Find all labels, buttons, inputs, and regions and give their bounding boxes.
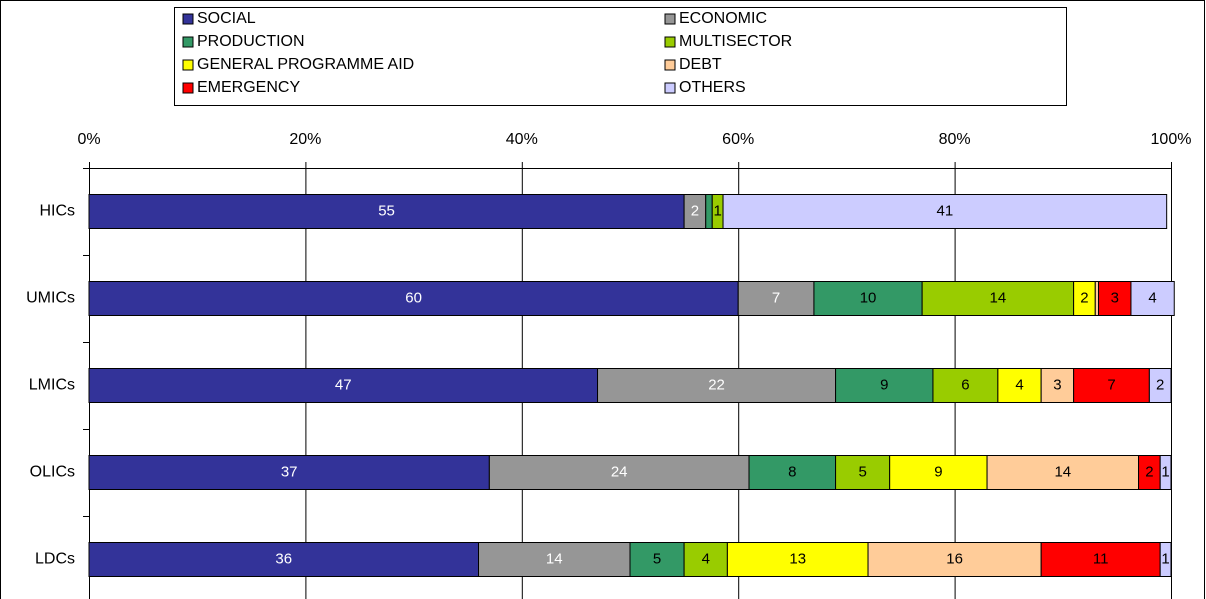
data-label: 13	[789, 550, 806, 567]
legend-label: ECONOMIC	[679, 10, 767, 27]
data-label: 3	[1053, 376, 1061, 393]
legend-swatch	[664, 82, 676, 94]
data-label: 6	[961, 376, 969, 393]
bar-segment	[1130, 281, 1175, 316]
x-tick-label: 0%	[77, 131, 100, 148]
bar-segment	[921, 281, 1075, 316]
bar-segment	[932, 368, 999, 403]
data-label: 16	[946, 550, 963, 567]
data-label: 2	[1145, 463, 1153, 480]
legend-label: PRODUCTION	[197, 33, 305, 50]
bar-segment	[88, 281, 739, 316]
data-label: 37	[281, 463, 298, 480]
legend-swatch	[664, 59, 676, 71]
data-label: 2	[691, 202, 699, 219]
data-label: 5	[653, 550, 661, 567]
data-label: 9	[934, 463, 942, 480]
bar-segment	[88, 194, 685, 229]
data-label: 14	[1054, 463, 1071, 480]
bar-segment	[722, 194, 1168, 229]
bar-segment	[705, 194, 713, 229]
legend-label: DEBT	[679, 56, 722, 73]
data-label: 4	[1148, 289, 1156, 306]
bar-segment	[478, 542, 631, 577]
legend-box	[174, 7, 1067, 106]
bar-segment	[737, 281, 815, 316]
legend-label: EMERGENCY	[197, 79, 300, 96]
data-label: 1	[713, 202, 721, 219]
bar-segment	[88, 455, 490, 490]
bar-segment	[1159, 455, 1172, 490]
y-tick-label: UMICs	[26, 290, 75, 307]
data-label: 14	[990, 289, 1007, 306]
bar-segment	[835, 455, 891, 490]
legend-swatch	[182, 82, 194, 94]
y-tick-label: OLICs	[30, 464, 75, 481]
legend-swatch	[182, 36, 194, 48]
legend-label: GENERAL PROGRAMME AID	[197, 56, 414, 73]
data-label: 7	[1107, 376, 1115, 393]
data-label: 47	[335, 376, 352, 393]
bar-segment	[867, 542, 1042, 577]
data-label: 5	[858, 463, 866, 480]
y-tick-label: HICs	[39, 203, 75, 220]
bar-segment	[835, 368, 934, 403]
x-tick-label: 80%	[939, 131, 971, 148]
legend-label: MULTISECTOR	[679, 33, 792, 50]
x-tick-label: 40%	[506, 131, 538, 148]
data-label: 2	[1156, 376, 1164, 393]
data-label: 4	[702, 550, 710, 567]
bar-segment	[726, 542, 869, 577]
data-label: 36	[275, 550, 292, 567]
bar-segment	[683, 542, 728, 577]
data-label: 22	[708, 376, 725, 393]
bar-segment	[88, 368, 599, 403]
bar-segment	[1159, 542, 1172, 577]
bar-segment	[1040, 542, 1161, 577]
x-tick-label: 60%	[722, 131, 754, 148]
bar-segment	[1148, 368, 1172, 403]
data-label: 60	[405, 289, 422, 306]
data-label: 3	[1111, 289, 1119, 306]
data-label: 55	[378, 202, 395, 219]
bar-segment	[629, 542, 685, 577]
bar-segment	[997, 368, 1042, 403]
y-tick-label: LDCs	[35, 551, 75, 568]
legend-label: OTHERS	[679, 79, 746, 96]
data-label: 11	[1093, 550, 1109, 567]
data-label: 10	[860, 289, 877, 306]
data-label: 24	[611, 463, 628, 480]
legend-swatch	[182, 13, 194, 25]
legend-swatch	[182, 59, 194, 71]
bar-segment	[597, 368, 837, 403]
bar-segment	[88, 542, 480, 577]
bar-segment	[1073, 368, 1150, 403]
legend-swatch	[664, 13, 676, 25]
x-tick-label: 20%	[289, 131, 321, 148]
legend-label: SOCIAL	[197, 10, 256, 27]
y-tick-label: LMICs	[29, 377, 75, 394]
legend-swatch	[664, 36, 676, 48]
data-label: 8	[788, 463, 796, 480]
data-label: 41	[937, 202, 954, 219]
data-label: 14	[546, 550, 563, 567]
bar-segment	[813, 281, 923, 316]
data-label: 1	[1161, 550, 1169, 567]
x-tick-label: 100%	[1151, 131, 1192, 148]
data-label: 2	[1080, 289, 1088, 306]
data-label: 4	[1015, 376, 1023, 393]
data-label: 9	[880, 376, 888, 393]
bar-segment	[748, 455, 837, 490]
data-label: 1	[1161, 463, 1169, 480]
data-label: 7	[772, 289, 780, 306]
